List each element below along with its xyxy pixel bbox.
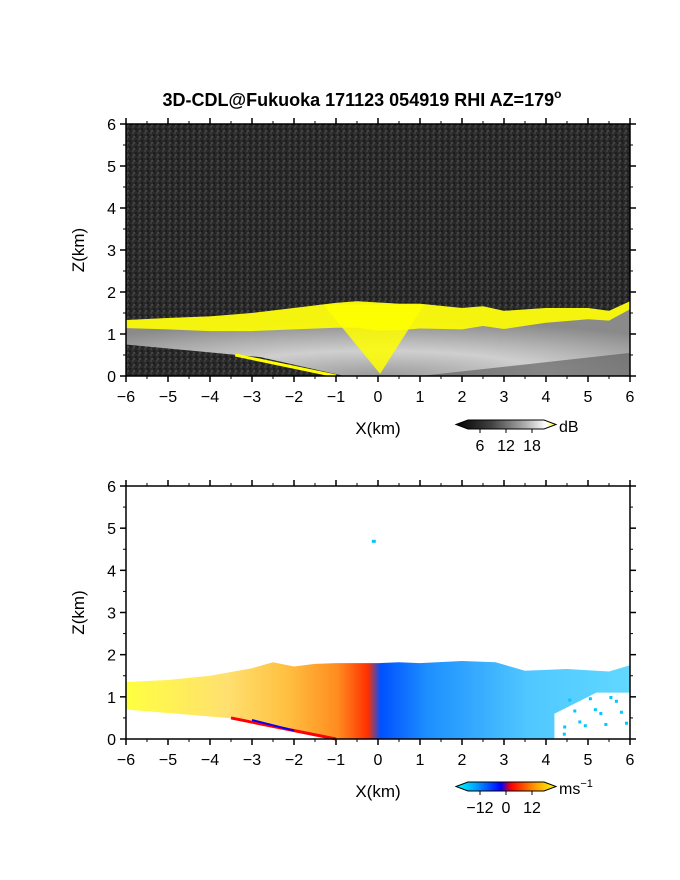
y-tick-label: 2 [107, 648, 116, 665]
y-axis-label: Z(km) [69, 228, 88, 272]
scatter-pixel [563, 725, 567, 729]
x-tick-label: 6 [626, 752, 635, 769]
scatter-pixel [599, 712, 603, 716]
y-axis-label: Z(km) [69, 590, 88, 634]
colorbar-tick-label: 18 [523, 438, 541, 455]
x-tick-label: 2 [458, 752, 467, 769]
y-tick-label: 3 [107, 606, 116, 623]
x-tick-label: −6 [117, 389, 135, 406]
x-tick-label: −1 [327, 389, 345, 406]
echo-region [126, 661, 630, 739]
low-angle-edge-blue [251, 719, 295, 732]
low-angle-shadow [126, 344, 345, 376]
colorbar-tick-label: 12 [497, 438, 515, 455]
x-axis-label: X(km) [355, 782, 400, 801]
scatter-pixel [609, 695, 613, 699]
x-axis-label: X(km) [355, 419, 400, 438]
colorbar-unit-superscript: −1 [580, 778, 593, 790]
y-tick-label: 0 [107, 732, 116, 749]
x-tick-label: −4 [201, 752, 219, 769]
x-tick-label: 1 [416, 389, 425, 406]
x-tick-label: −4 [201, 389, 219, 406]
scatter-pixel [562, 732, 566, 736]
scatter-pixel [578, 720, 582, 724]
scatter-pixel [624, 721, 628, 725]
scatter-pixel [588, 697, 592, 701]
y-tick-label: 4 [107, 563, 116, 580]
x-tick-label: 2 [458, 389, 467, 406]
x-tick-label: 6 [626, 389, 635, 406]
y-tick-label: 4 [107, 201, 116, 218]
low-angle-shadow-right [420, 352, 630, 376]
colorbar [454, 781, 558, 792]
no-data-region-right [554, 692, 630, 739]
scatter-pixel [593, 708, 597, 712]
x-tick-label: 3 [500, 389, 509, 406]
colorbar-tick-label: 12 [523, 800, 541, 817]
x-tick-label: −2 [285, 389, 303, 406]
scatter-pixel [583, 724, 587, 728]
y-tick-label: 2 [107, 285, 116, 302]
x-tick-label: −6 [117, 752, 135, 769]
colorbar-tick-label: −12 [466, 800, 493, 817]
x-tick-label: −1 [327, 752, 345, 769]
colorbar-tick-label: 6 [476, 438, 485, 455]
scatter-pixel [568, 698, 572, 702]
x-tick-label: 5 [584, 389, 593, 406]
y-tick-label: 3 [107, 243, 116, 260]
isolated-echo [371, 539, 376, 543]
y-tick-label: 5 [107, 521, 116, 538]
scatter-pixel [573, 709, 577, 713]
scatter-pixel [614, 699, 618, 703]
colorbar-unit: dB [559, 419, 579, 436]
scatter-pixel [619, 710, 623, 714]
colorbar-unit: ms−1 [559, 778, 593, 798]
no-data-region [126, 709, 336, 739]
y-tick-label: 5 [107, 159, 116, 176]
x-tick-label: 4 [542, 389, 551, 406]
x-tick-label: −3 [243, 389, 261, 406]
colorbar [454, 419, 558, 430]
x-tick-label: 0 [374, 389, 383, 406]
chart-title: 3D-CDL@Fukuoka 171123 054919 RHI AZ=179o [163, 87, 562, 110]
x-tick-label: −5 [159, 752, 177, 769]
y-tick-label: 1 [107, 690, 116, 707]
colorbar-tick-label: 0 [502, 800, 511, 817]
x-tick-label: −2 [285, 752, 303, 769]
x-tick-label: 3 [500, 752, 509, 769]
x-tick-label: 0 [374, 752, 383, 769]
near-range-band [323, 304, 425, 374]
y-tick-label: 6 [107, 117, 116, 134]
low-angle-edge [234, 353, 337, 378]
y-tick-label: 6 [107, 479, 116, 496]
x-tick-label: −5 [159, 389, 177, 406]
y-tick-label: 0 [107, 369, 116, 386]
x-tick-label: 1 [416, 752, 425, 769]
x-tick-label: 5 [584, 752, 593, 769]
x-tick-label: −3 [243, 752, 261, 769]
x-tick-label: 4 [542, 752, 551, 769]
y-tick-label: 1 [107, 327, 116, 344]
scatter-pixel [604, 722, 608, 726]
